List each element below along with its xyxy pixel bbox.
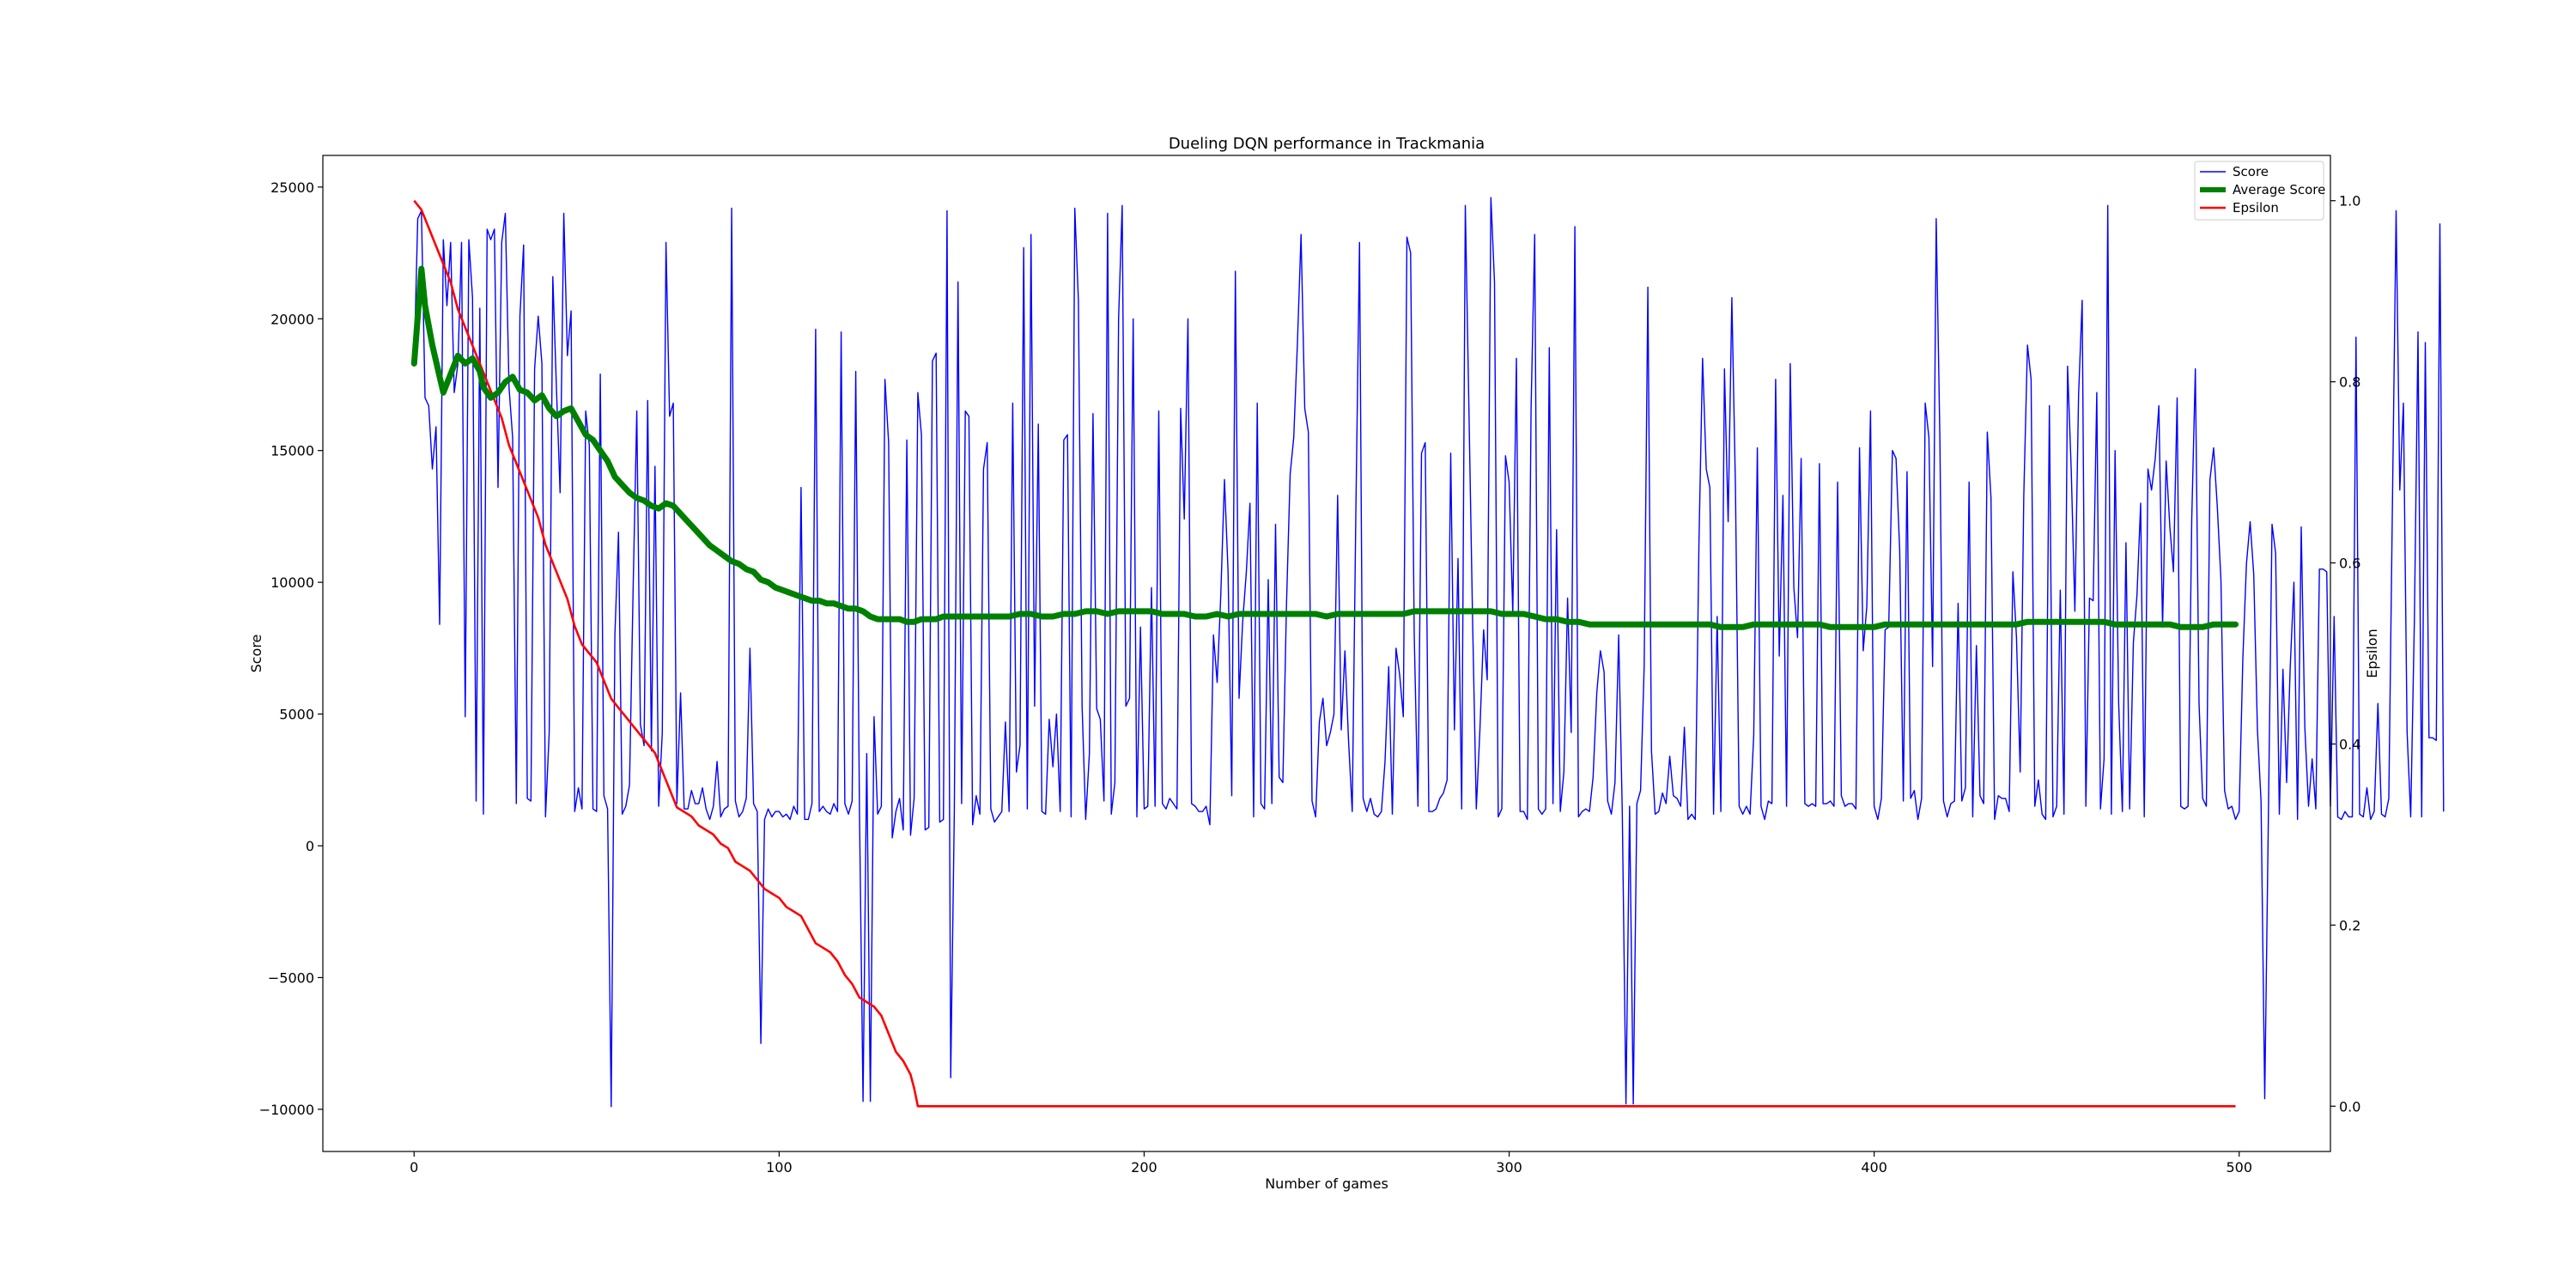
x-tick-label: 100: [766, 1159, 793, 1176]
y-tick-label: 25000: [270, 179, 314, 196]
series-score-line: [413, 197, 2445, 1108]
legend-entry-epsilon: Epsilon: [2233, 200, 2279, 216]
y2-tick-label: 1.0: [2339, 193, 2360, 210]
y2-tick-label: 0.8: [2339, 374, 2360, 391]
plot-frame: [322, 155, 2331, 1152]
series-average-score-line: [410, 265, 2239, 630]
y2-tick-label: 0.0: [2339, 1098, 2360, 1115]
series-epsilon-line: [413, 199, 2236, 1108]
x-tick-label: 0: [410, 1159, 418, 1176]
x-tick-label: 400: [1861, 1159, 1887, 1176]
y-tick-label: −10000: [259, 1102, 314, 1118]
x-tick-label: 300: [1496, 1159, 1522, 1176]
legend-entry-average-score: Average Score: [2233, 182, 2325, 197]
legend: Score Average Score Epsilon: [2194, 161, 2325, 221]
y-tick-label: 10000: [270, 574, 314, 591]
legend-box: [2194, 161, 2324, 221]
y-tick-label: 5000: [279, 707, 314, 723]
y-tick-label: 20000: [270, 311, 314, 327]
series-layer: [410, 197, 2445, 1108]
y-tick-label: −5000: [268, 969, 314, 986]
plot-area-background: [323, 155, 2330, 1151]
y-tick-label: 0: [306, 838, 314, 854]
ticks-layer: 0 100 200 300 400 500 −10000 −5000 0 5000 10000 150…: [259, 179, 2361, 1176]
y2-tick-label: 0.6: [2339, 556, 2360, 572]
y-axis-label: Score: [248, 635, 264, 673]
y2-axis-label: Epsilon: [2364, 629, 2380, 677]
y2-tick-label: 0.4: [2339, 736, 2360, 752]
chart-title: Dueling DQN performance in Trackmania: [1169, 135, 1485, 153]
x-tick-label: 200: [1131, 1159, 1157, 1176]
y2-tick-label: 0.2: [2339, 917, 2360, 933]
x-tick-label: 500: [2226, 1159, 2252, 1176]
legend-entry-score: Score: [2233, 164, 2269, 179]
y-tick-label: 15000: [270, 443, 314, 459]
x-axis-label: Number of games: [1265, 1176, 1388, 1192]
